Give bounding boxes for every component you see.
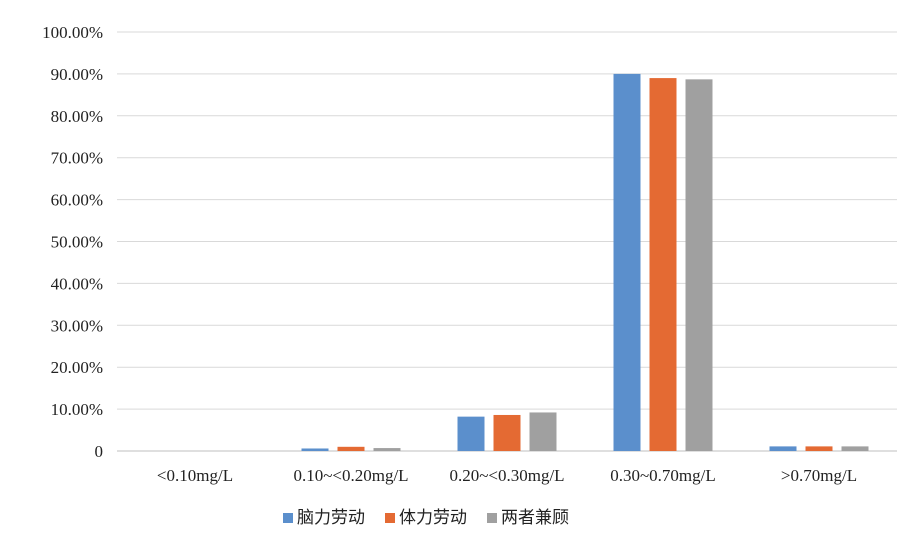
x-tick-label: 0.30~0.70mg/L: [610, 466, 716, 485]
bar: [493, 414, 521, 451]
y-tick-label: 20.00%: [51, 358, 103, 377]
bar: [529, 412, 557, 451]
gridlines: [117, 31, 897, 452]
y-tick-label: 10.00%: [51, 400, 103, 419]
legend-swatch: [283, 513, 293, 523]
y-tick-label: 90.00%: [51, 65, 103, 84]
bar: [769, 446, 797, 451]
legend-label: 体力劳动: [399, 508, 467, 527]
bar: [373, 448, 401, 451]
y-tick-label: 30.00%: [51, 316, 103, 335]
x-tick-label: <0.10mg/L: [157, 466, 233, 485]
bars: [301, 73, 869, 452]
legend-label: 两者兼顾: [501, 508, 569, 527]
bar: [457, 416, 485, 451]
y-tick-label: 70.00%: [51, 149, 103, 168]
y-axis-ticks: 0 10.00% 20.00% 30.00% 40.00% 50.00% 60.00% 70.…: [42, 23, 103, 461]
bar: [337, 446, 365, 451]
y-tick-label: 0: [95, 442, 104, 461]
x-axis-ticks: <0.10mg/L 0.10~<0.20mg/L 0.20~<0.30mg/L 0.3…: [157, 466, 857, 485]
legend: 脑力劳动 体力劳动 两者兼顾: [283, 508, 569, 527]
legend-label: 脑力劳动: [297, 508, 365, 527]
bar: [649, 78, 677, 451]
y-tick-label: 80.00%: [51, 107, 103, 126]
legend-swatch: [385, 513, 395, 523]
y-tick-label: 40.00%: [51, 274, 103, 293]
x-tick-label: 0.20~<0.30mg/L: [449, 466, 564, 485]
bar: [685, 79, 713, 452]
y-tick-label: 100.00%: [42, 23, 103, 42]
x-tick-label: 0.10~<0.20mg/L: [293, 466, 408, 485]
y-tick-label: 50.00%: [51, 233, 103, 252]
legend-swatch: [487, 513, 497, 523]
bar: [805, 446, 833, 451]
y-tick-label: 60.00%: [51, 191, 103, 210]
bar: [613, 73, 641, 452]
bar: [841, 446, 869, 451]
x-tick-label: >0.70mg/L: [781, 466, 857, 485]
bar: [301, 448, 329, 451]
